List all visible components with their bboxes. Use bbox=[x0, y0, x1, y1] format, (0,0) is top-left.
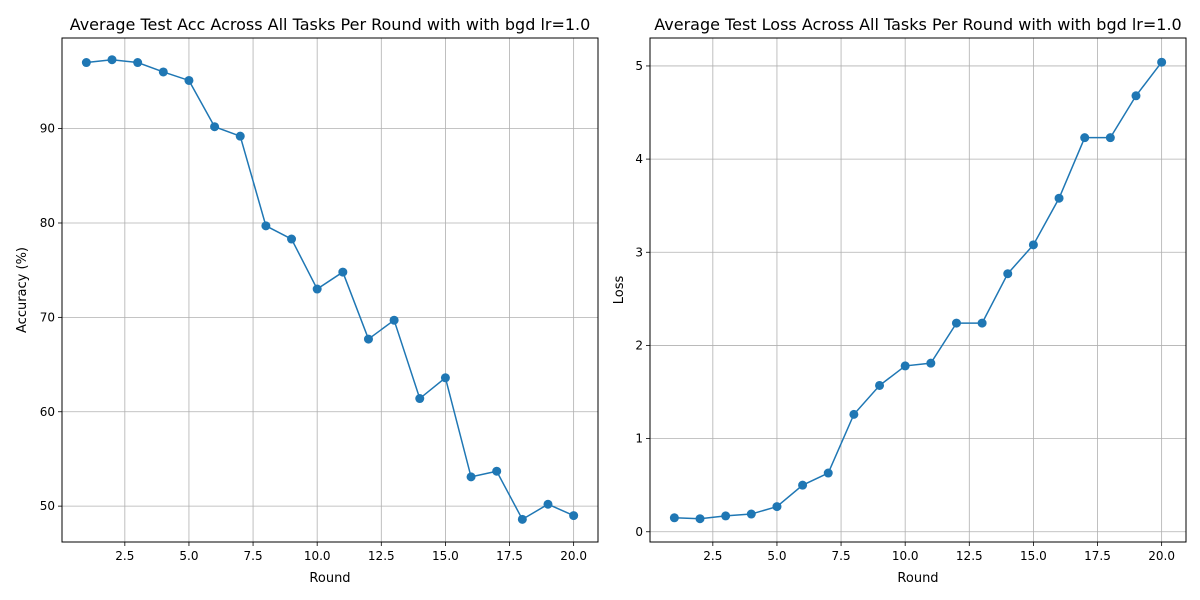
accuracy-y-tick-label: 70 bbox=[40, 310, 55, 324]
accuracy-data-point bbox=[338, 267, 348, 277]
accuracy-y-tick-label: 60 bbox=[40, 405, 55, 419]
accuracy-data-point bbox=[184, 75, 194, 85]
accuracy-x-tick-label: 20.0 bbox=[560, 549, 587, 563]
accuracy-x-tick-label: 12.5 bbox=[368, 549, 395, 563]
accuracy-chart-title: Average Test Acc Across All Tasks Per Ro… bbox=[70, 15, 591, 34]
accuracy-data-point bbox=[466, 472, 476, 482]
accuracy-data-point bbox=[158, 67, 168, 77]
accuracy-x-tick-label: 2.5 bbox=[115, 549, 134, 563]
accuracy-data-point bbox=[389, 315, 399, 325]
accuracy-data-point bbox=[363, 334, 373, 344]
accuracy-x-tick-label: 17.5 bbox=[496, 549, 523, 563]
accuracy-data-point bbox=[261, 221, 271, 231]
accuracy-data-point bbox=[415, 394, 425, 404]
accuracy-data-point bbox=[440, 373, 450, 383]
accuracy-data-point bbox=[287, 234, 297, 244]
accuracy-x-tick-label: 7.5 bbox=[244, 549, 263, 563]
accuracy-y-tick-label: 90 bbox=[40, 122, 55, 136]
accuracy-y-axis-label: Accuracy (%) bbox=[15, 247, 30, 333]
accuracy-x-tick-label: 10.0 bbox=[304, 549, 331, 563]
accuracy-data-point bbox=[210, 122, 220, 132]
accuracy-data-point bbox=[312, 284, 322, 294]
accuracy-data-point bbox=[543, 499, 553, 509]
accuracy-x-tick-label: 5.0 bbox=[179, 549, 198, 563]
accuracy-data-point bbox=[235, 131, 245, 141]
accuracy-y-tick-label: 80 bbox=[40, 216, 55, 230]
accuracy-data-point bbox=[107, 55, 117, 65]
accuracy-data-point bbox=[492, 466, 502, 476]
accuracy-data-point bbox=[81, 58, 91, 68]
accuracy-data-point bbox=[133, 58, 143, 68]
accuracy-data-point bbox=[517, 514, 527, 524]
accuracy-chart-area: Average Test Acc Across All Tasks Per Ro… bbox=[15, 15, 599, 586]
accuracy-plot-frame bbox=[61, 37, 599, 543]
accuracy-data-point bbox=[569, 511, 579, 521]
accuracy-y-tick-label: 50 bbox=[40, 499, 55, 513]
accuracy-x-tick-label: 15.0 bbox=[432, 549, 459, 563]
accuracy-x-axis-label: Round bbox=[309, 571, 350, 586]
